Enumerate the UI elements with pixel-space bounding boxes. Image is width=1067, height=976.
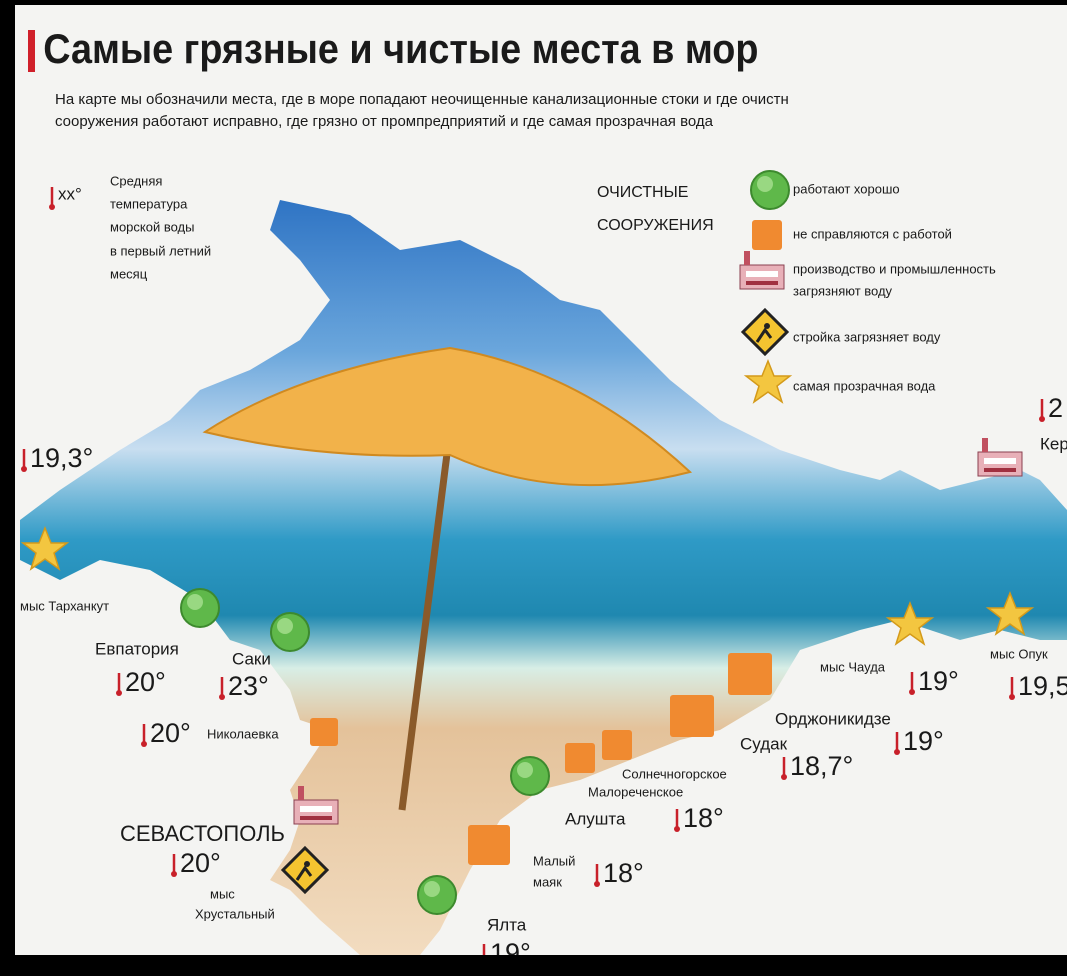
place-name: Орджоникидзе — [775, 709, 891, 728]
crimea — [20, 200, 1067, 955]
place-name: мыс Чауда — [820, 659, 886, 674]
thermometer — [674, 809, 680, 832]
temperature: 19° — [918, 666, 959, 696]
thermometer — [21, 449, 27, 472]
frame — [0, 0, 15, 976]
frame — [0, 0, 1067, 5]
temperature: 20° — [150, 718, 191, 748]
legend-temp: xx° Средняя температура морской воды в п… — [58, 173, 211, 281]
place-name: Саки — [232, 649, 271, 668]
umbrella — [202, 346, 693, 811]
temperature: 19,3° — [30, 443, 93, 473]
temperature: 23° — [228, 671, 269, 701]
place-name: Солнечногорское — [622, 766, 727, 781]
markers — [22, 437, 1033, 915]
legend-note: в первый летний — [110, 243, 211, 258]
icon-good — [750, 170, 790, 210]
legend-industry: загрязняют воду — [793, 283, 893, 298]
temperature: 19° — [903, 726, 944, 756]
thermometer — [116, 673, 122, 696]
temperature: 18° — [683, 803, 724, 833]
title-bar — [28, 30, 35, 72]
place-name: Кер — [1040, 434, 1067, 453]
thermometer — [894, 732, 900, 755]
place-name: Малореченское — [588, 784, 683, 799]
legend-temp-symbol: xx° — [58, 184, 82, 203]
legend-note: температура — [110, 196, 188, 211]
thermometer — [594, 864, 600, 887]
temperature: 19,5° — [1018, 671, 1067, 701]
temperature: 18° — [603, 858, 644, 888]
place-name: маяк — [533, 874, 562, 889]
thermometer — [1039, 399, 1045, 422]
place-name: Судак — [740, 734, 788, 753]
legend-note: морской воды — [110, 219, 194, 234]
thermometer — [141, 724, 147, 747]
subtitle: На карте мы обозначили места, где в море… — [55, 91, 789, 108]
thermometer — [909, 672, 915, 695]
place-name: Ялта — [487, 915, 527, 934]
thermometer — [219, 677, 225, 700]
thermometer — [171, 854, 177, 877]
thermometer — [49, 187, 55, 210]
legend-group: СООРУЖЕНИЯ — [597, 217, 714, 234]
temperature: 20° — [125, 667, 166, 697]
place-name: мыс Тарханкут — [20, 598, 109, 613]
thermometer — [781, 757, 787, 780]
legend-group: ОЧИСТНЫЕ — [597, 184, 688, 201]
thermometer — [1009, 677, 1015, 700]
subtitle: сооружения работают исправно, где грязно… — [55, 113, 714, 130]
temperature: 2 — [1048, 393, 1063, 423]
legend-construction: стройка загрязняет воду — [793, 329, 941, 344]
legend-note: месяц — [110, 266, 148, 281]
place-name: мыс — [210, 886, 235, 901]
place-name: Хрустальный — [195, 906, 275, 921]
legend-industry: производство и промышленность — [793, 261, 996, 276]
place-name: Николаевка — [207, 726, 279, 741]
place-name: СЕВАСТОПОЛЬ — [120, 821, 285, 846]
place-name: Малый — [533, 853, 575, 868]
icon-bad — [752, 220, 782, 250]
place-name: мыс Опук — [990, 646, 1048, 661]
legend-note: Средняя — [110, 173, 162, 188]
temperature: 18,7° — [790, 751, 853, 781]
frame — [0, 955, 1067, 976]
place-name: Евпатория — [95, 639, 179, 658]
place-name: Алушта — [565, 809, 626, 828]
legend-bad: не справляются с работой — [793, 226, 952, 241]
temperature: 20° — [180, 848, 221, 878]
title: Самые грязные и чистые места в мор — [43, 26, 758, 72]
legend-clear: самая прозрачная вода — [793, 378, 936, 393]
legend-good: работают хорошо — [793, 181, 900, 196]
